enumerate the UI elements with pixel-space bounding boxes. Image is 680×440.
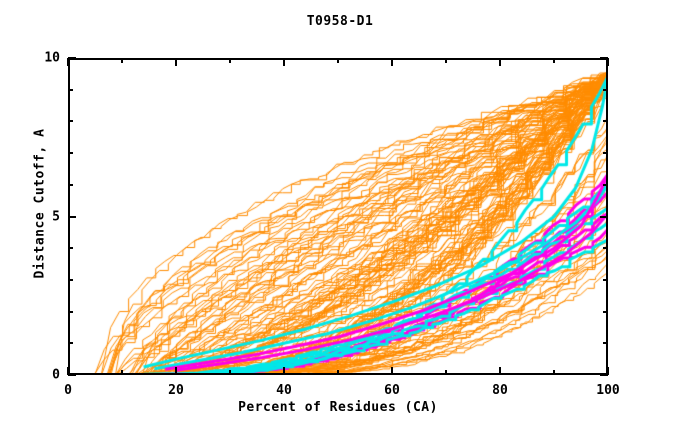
y-tick-right <box>603 247 608 250</box>
y-tick-label: 10 <box>44 50 60 66</box>
plot-frame <box>68 58 608 375</box>
y-tick <box>68 278 73 281</box>
y-tick <box>68 152 73 155</box>
plot-area <box>67 57 609 376</box>
y-tick-label: 5 <box>52 209 60 224</box>
x-tick <box>337 370 339 375</box>
x-tick-top <box>553 58 555 63</box>
y-tick <box>68 247 73 250</box>
x-tick-top <box>283 58 285 66</box>
x-tick-top <box>607 58 609 66</box>
x-tick-label: 0 <box>64 383 72 398</box>
x-tick-top <box>499 58 501 66</box>
y-tick <box>68 120 73 123</box>
y-tick-right <box>603 278 608 281</box>
y-tick-right <box>603 152 608 155</box>
x-axis-title: Percent of Residues (CA) <box>238 400 438 415</box>
x-tick-top <box>175 58 177 66</box>
y-tick <box>68 374 76 376</box>
x-tick-label: 20 <box>168 383 184 398</box>
y-tick-right <box>600 215 608 218</box>
x-tick <box>391 367 393 375</box>
x-tick-top <box>67 58 69 66</box>
y-tick <box>68 88 73 91</box>
x-tick-label: 40 <box>276 383 292 398</box>
y-tick-right <box>603 310 608 313</box>
y-tick-right <box>600 57 608 59</box>
x-tick <box>229 370 231 375</box>
x-tick <box>67 367 69 375</box>
x-tick-label: 80 <box>492 383 508 398</box>
y-tick-right <box>600 374 608 376</box>
x-tick-label: 100 <box>596 383 620 398</box>
x-tick <box>445 370 447 375</box>
plot-canvas <box>68 58 608 375</box>
x-tick-top <box>445 58 447 63</box>
x-tick-label: 60 <box>384 383 400 398</box>
y-tick-right <box>603 342 608 345</box>
x-tick-top <box>121 58 123 63</box>
y-axis-title: Distance Cutoff, A <box>32 128 48 279</box>
y-tick-label: 0 <box>52 367 60 383</box>
x-tick-top <box>391 58 393 66</box>
y-tick <box>68 183 73 186</box>
y-tick <box>68 215 76 218</box>
x-tick-top <box>229 58 231 63</box>
x-tick <box>607 367 609 375</box>
y-tick <box>68 342 73 345</box>
x-tick <box>553 370 555 375</box>
x-tick <box>283 367 285 375</box>
x-tick <box>175 367 177 375</box>
x-tick <box>121 370 123 375</box>
y-tick <box>68 310 73 313</box>
y-tick-right <box>603 88 608 91</box>
x-tick-top <box>337 58 339 63</box>
y-tick <box>68 57 76 59</box>
chart-title: T0958-D1 <box>306 14 374 29</box>
x-tick <box>499 367 501 375</box>
y-tick-right <box>603 120 608 123</box>
y-tick-right <box>603 183 608 186</box>
